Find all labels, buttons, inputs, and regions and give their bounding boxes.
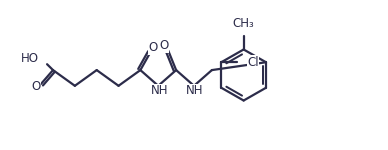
Text: CH₃: CH₃ [233, 17, 255, 30]
Text: HO: HO [21, 52, 39, 65]
Text: Cl: Cl [247, 56, 259, 69]
Text: O: O [159, 39, 169, 52]
Text: O: O [31, 80, 41, 93]
Text: NH: NH [186, 84, 204, 97]
Text: NH: NH [151, 84, 168, 97]
Text: O: O [149, 41, 158, 54]
